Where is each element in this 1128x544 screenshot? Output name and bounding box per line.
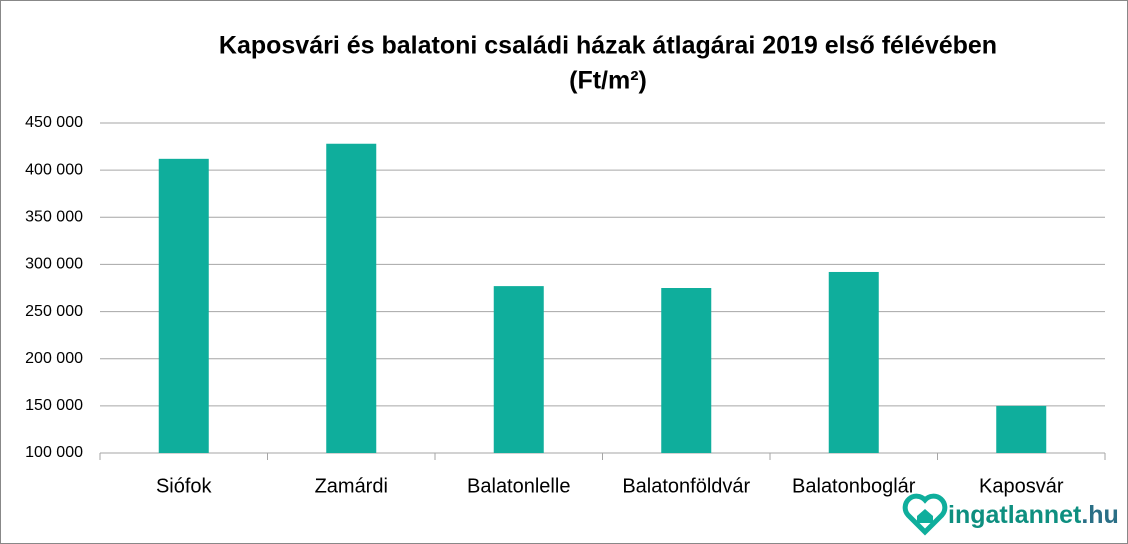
x-tick-label: Balatonlelle (467, 475, 570, 497)
x-tick-label: Balatonboglár (792, 475, 916, 497)
x-tick-label: Zamárdi (315, 475, 388, 497)
y-tick-label: 400 000 (25, 161, 83, 178)
bar (158, 158, 209, 454)
bar (828, 271, 879, 453)
y-tick-label: 250 000 (25, 303, 83, 320)
bar (661, 288, 712, 453)
x-tick-label: Kaposvár (979, 475, 1064, 497)
logo-heart (902, 493, 948, 536)
chart-title: Kaposvári és balatoni családi házak átla… (219, 32, 997, 60)
y-tick-label: 450 000 (25, 114, 83, 131)
y-tick-label: 350 000 (25, 209, 83, 226)
y-tick-label: 150 000 (25, 397, 83, 414)
x-tick-label: Siófok (156, 475, 213, 497)
y-tick-label: 100 000 (25, 444, 83, 461)
logo-text: ingatlannet.hu (948, 501, 1119, 529)
bar (493, 286, 544, 453)
chart-title-unit: (Ft/m²) (569, 67, 647, 95)
y-tick-label: 200 000 (25, 350, 83, 367)
bar (996, 405, 1047, 453)
bar (326, 143, 377, 453)
y-tick-label: 300 000 (25, 256, 83, 273)
x-tick-label: Balatonföldvár (622, 475, 750, 497)
logo-house (917, 509, 933, 523)
logo: ingatlannet.hu (902, 493, 1119, 536)
